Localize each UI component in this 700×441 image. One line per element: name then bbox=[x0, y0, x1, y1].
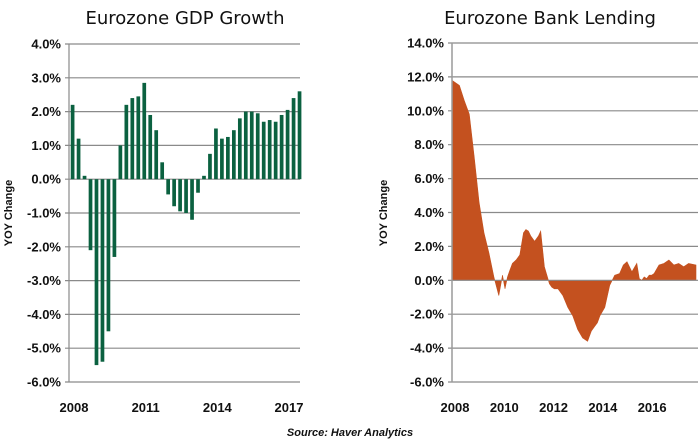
gdp-y-tick-label: 1.0% bbox=[31, 138, 61, 153]
gdp-bar bbox=[243, 111, 248, 180]
lending-y-tick-label: 0.0% bbox=[414, 273, 444, 288]
gdp-bar bbox=[172, 179, 176, 207]
lending-y-tick-label: 6.0% bbox=[414, 171, 444, 186]
gdp-bar bbox=[70, 104, 75, 180]
gdp-bar bbox=[285, 109, 290, 180]
gdp-growth-chart: Eurozone GDP Growth YOY Change 4.0% 3.0% 2… bbox=[3, 8, 303, 415]
gdp-y-axis-label: YOY Change bbox=[3, 180, 15, 246]
lending-chart-title: Eurozone Bank Lending bbox=[444, 8, 656, 29]
gdp-x-tick-label: 2011 bbox=[132, 400, 160, 415]
gdp-bar bbox=[190, 179, 194, 220]
gdp-bar bbox=[88, 179, 93, 251]
gdp-bar bbox=[124, 104, 129, 180]
lending-y-tick-label: 4.0% bbox=[414, 205, 444, 220]
gdp-bar bbox=[291, 98, 296, 180]
gdp-x-tick-label: 2014 bbox=[203, 400, 233, 415]
lending-x-tick-label: 2010 bbox=[490, 400, 519, 415]
gdp-y-tick-label: 2.0% bbox=[31, 104, 61, 119]
lending-x-tick-label: 2008 bbox=[441, 400, 470, 415]
gdp-bar bbox=[94, 179, 99, 366]
lending-x-tick-label: 2014 bbox=[588, 400, 618, 415]
gdp-bar bbox=[106, 179, 111, 332]
gdp-bar bbox=[100, 179, 105, 362]
gdp-bar bbox=[231, 130, 236, 180]
gdp-x-tick-label: 2008 bbox=[60, 400, 89, 415]
lending-y-tick-label: -4.0% bbox=[410, 341, 444, 356]
gdp-y-tick-label: -2.0% bbox=[27, 239, 61, 254]
gdp-bar bbox=[237, 118, 242, 180]
gdp-y-tick-label: -4.0% bbox=[27, 307, 61, 322]
gdp-y-tick-label: 3.0% bbox=[31, 70, 61, 85]
gdp-bar bbox=[214, 128, 218, 180]
lending-y-tick-label: 14.0% bbox=[407, 36, 444, 51]
gdp-y-tick-label: -5.0% bbox=[27, 341, 61, 356]
gdp-bar bbox=[166, 179, 171, 195]
lending-y-tick-label: -2.0% bbox=[410, 307, 444, 322]
gdp-chart-title: Eurozone GDP Growth bbox=[85, 8, 284, 29]
lending-y-tick-label: 8.0% bbox=[414, 137, 444, 152]
gdp-bar bbox=[279, 114, 284, 180]
gdp-bar bbox=[273, 121, 278, 180]
gdp-bar bbox=[160, 162, 165, 180]
gdp-bar bbox=[184, 179, 188, 213]
gdp-bar bbox=[82, 175, 87, 180]
gdp-y-tick-label: 0.0% bbox=[31, 172, 61, 187]
gdp-bar bbox=[136, 96, 141, 180]
gdp-bar bbox=[148, 114, 153, 180]
gdp-bar bbox=[220, 138, 224, 180]
gdp-bar bbox=[267, 120, 272, 180]
gdp-bar bbox=[142, 82, 147, 180]
lending-y-tick-label: 2.0% bbox=[414, 239, 444, 254]
gdp-bar bbox=[196, 179, 200, 193]
gdp-bar bbox=[154, 130, 159, 180]
bank-lending-chart: Eurozone Bank Lending YOY Change 14.0% 12… bbox=[378, 8, 698, 415]
gdp-x-tick-label: 2017 bbox=[275, 400, 304, 415]
lending-area bbox=[451, 79, 697, 342]
gdp-bar bbox=[226, 136, 230, 180]
gdp-bar bbox=[249, 111, 254, 180]
lending-y-axis-label: YOY Change bbox=[378, 180, 390, 246]
lending-y-tick-label: 12.0% bbox=[407, 69, 444, 84]
gdp-bar bbox=[130, 98, 135, 180]
gdp-bar bbox=[118, 145, 123, 180]
lending-y-tick-label: 10.0% bbox=[407, 103, 444, 118]
lending-x-tick-label: 2012 bbox=[539, 400, 568, 415]
gdp-bar bbox=[255, 113, 260, 180]
gdp-y-tick-label: -1.0% bbox=[27, 206, 61, 221]
gdp-bar bbox=[208, 153, 212, 180]
gdp-bar bbox=[112, 179, 117, 257]
gdp-bar bbox=[261, 121, 266, 180]
gdp-y-tick-label: -6.0% bbox=[27, 375, 61, 390]
gdp-bar bbox=[297, 91, 302, 180]
source-note: Source: Haver Analytics bbox=[287, 427, 413, 439]
gdp-y-tick-label: -3.0% bbox=[27, 273, 61, 288]
gdp-bar bbox=[178, 179, 182, 212]
lending-y-tick-label: -6.0% bbox=[410, 375, 444, 390]
gdp-bar bbox=[76, 138, 81, 180]
gdp-y-tick-label: 4.0% bbox=[31, 37, 61, 52]
gdp-bar bbox=[202, 175, 206, 180]
lending-x-tick-label: 2016 bbox=[638, 400, 667, 415]
